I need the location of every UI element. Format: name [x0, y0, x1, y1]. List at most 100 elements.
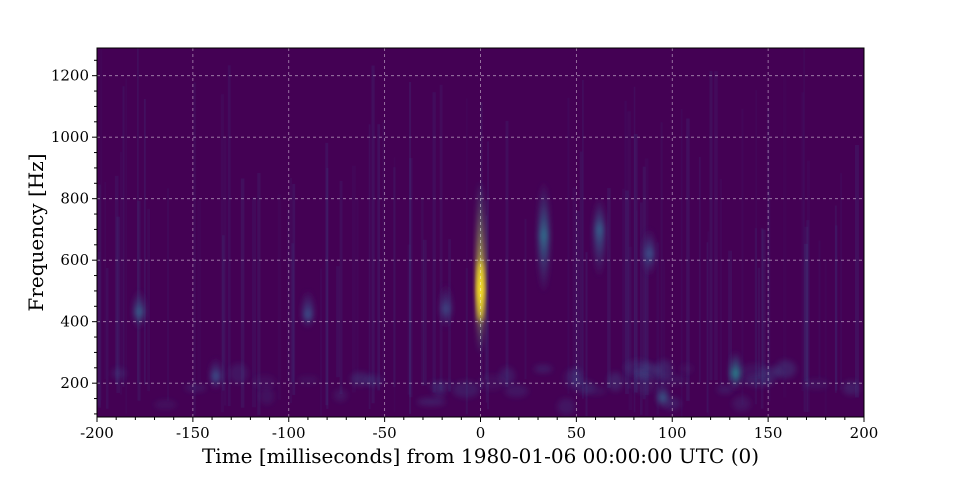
noise-streak	[125, 78, 128, 414]
noise-streak	[197, 200, 202, 382]
low-frequency-blob	[761, 366, 782, 380]
noise-streak	[714, 71, 718, 381]
noise-streak	[325, 142, 329, 406]
noise-streak	[660, 122, 663, 388]
noise-streak	[680, 108, 683, 417]
low-frequency-blob	[582, 386, 607, 396]
noise-streak	[122, 86, 125, 387]
noise-streak	[524, 218, 527, 380]
noise-streak	[220, 94, 224, 413]
noise-streak	[319, 268, 323, 416]
noise-streak	[706, 242, 709, 413]
noise-streak	[356, 199, 359, 382]
noise-streak	[143, 98, 146, 385]
noise-streak	[422, 239, 427, 386]
y-axis: 200 400 600 800 1000 1200	[51, 59, 97, 415]
noise-streak	[645, 259, 649, 396]
noise-streak	[754, 228, 757, 405]
low-frequency-blob	[842, 380, 860, 396]
noise-streak	[421, 197, 424, 387]
low-frequency-blob	[297, 375, 319, 384]
low-frequency-blob	[111, 367, 126, 379]
noise-streak	[607, 188, 611, 388]
noise-streak	[382, 122, 385, 384]
noise-streak	[709, 71, 713, 381]
signal-feature	[730, 352, 741, 390]
noise-streak	[289, 177, 293, 403]
low-frequency-blob	[732, 395, 751, 412]
noise-streak	[100, 49, 103, 401]
noise-streak	[741, 108, 744, 405]
noise-streak	[575, 211, 580, 382]
signal-feature	[210, 358, 221, 390]
noise-streak	[432, 92, 436, 393]
y-tick-label: 1200	[51, 67, 89, 85]
x-tick-label: 0	[476, 424, 486, 442]
signal-feature	[594, 198, 605, 276]
noise-streak	[114, 175, 119, 385]
low-frequency-blob	[478, 374, 505, 391]
y-axis-label: Frequency [Hz]	[24, 153, 48, 311]
noise-streak	[719, 178, 723, 387]
low-frequency-blob	[333, 389, 348, 402]
noise-streak	[634, 133, 638, 393]
noise-streak	[137, 48, 139, 384]
noise-streak	[579, 151, 583, 385]
low-frequency-blob	[655, 359, 673, 380]
noise-streak	[803, 48, 805, 412]
low-frequency-blob	[804, 378, 829, 390]
low-frequency-blob	[154, 399, 177, 410]
low-frequency-blob	[452, 380, 480, 398]
noise-streak	[698, 157, 701, 383]
noise-streak	[767, 190, 771, 402]
signal-feature	[440, 284, 451, 328]
noise-streak	[326, 167, 329, 409]
signal-feature	[134, 290, 145, 328]
noise-streak	[105, 267, 109, 409]
noise-streak	[97, 251, 101, 406]
noise-streak	[505, 120, 509, 387]
noise-streak	[292, 183, 296, 395]
noise-streak	[707, 231, 710, 416]
x-axis: -200 -150 -100 -50 0 50 100 150 200	[80, 417, 878, 442]
noise-streak	[277, 194, 282, 400]
signal-feature	[657, 383, 668, 408]
noise-streak	[760, 228, 764, 409]
signal-feature	[302, 290, 313, 328]
x-tick-label: -100	[272, 424, 306, 442]
x-tick-label: -50	[373, 424, 397, 442]
noise-streak	[627, 111, 631, 389]
noise-streak	[407, 244, 411, 395]
x-tick-label: -150	[176, 424, 210, 442]
plot-area	[96, 47, 865, 418]
noise-streak	[339, 180, 343, 395]
noise-streak	[193, 82, 196, 415]
noise-streak	[291, 243, 295, 383]
noise-streak	[804, 226, 809, 413]
low-frequency-blob	[557, 398, 576, 416]
noise-streak	[686, 118, 690, 401]
noise-streak	[582, 79, 584, 399]
noise-streak	[801, 92, 805, 392]
x-tick-label: 200	[850, 424, 879, 442]
noise-streak	[633, 86, 636, 413]
noise-streak	[104, 181, 107, 380]
y-tick-label: 600	[60, 251, 89, 269]
x-tick-label: -200	[80, 424, 114, 442]
noise-streak	[409, 158, 413, 398]
noise-streak	[818, 240, 821, 379]
noise-streak	[252, 197, 257, 408]
noise-streak	[167, 188, 169, 401]
noise-streak	[572, 187, 577, 385]
low-frequency-blob	[631, 374, 657, 394]
noise-streak	[642, 166, 646, 400]
noise-streak	[377, 124, 381, 391]
noise-streak	[635, 210, 638, 394]
noise-streak	[824, 259, 827, 415]
low-frequency-blob	[350, 372, 371, 386]
noise-streak	[806, 160, 810, 413]
noise-streak	[761, 229, 766, 385]
x-tick-label: 100	[658, 424, 687, 442]
x-tick-label: 50	[567, 424, 586, 442]
noise-streak	[835, 225, 838, 391]
